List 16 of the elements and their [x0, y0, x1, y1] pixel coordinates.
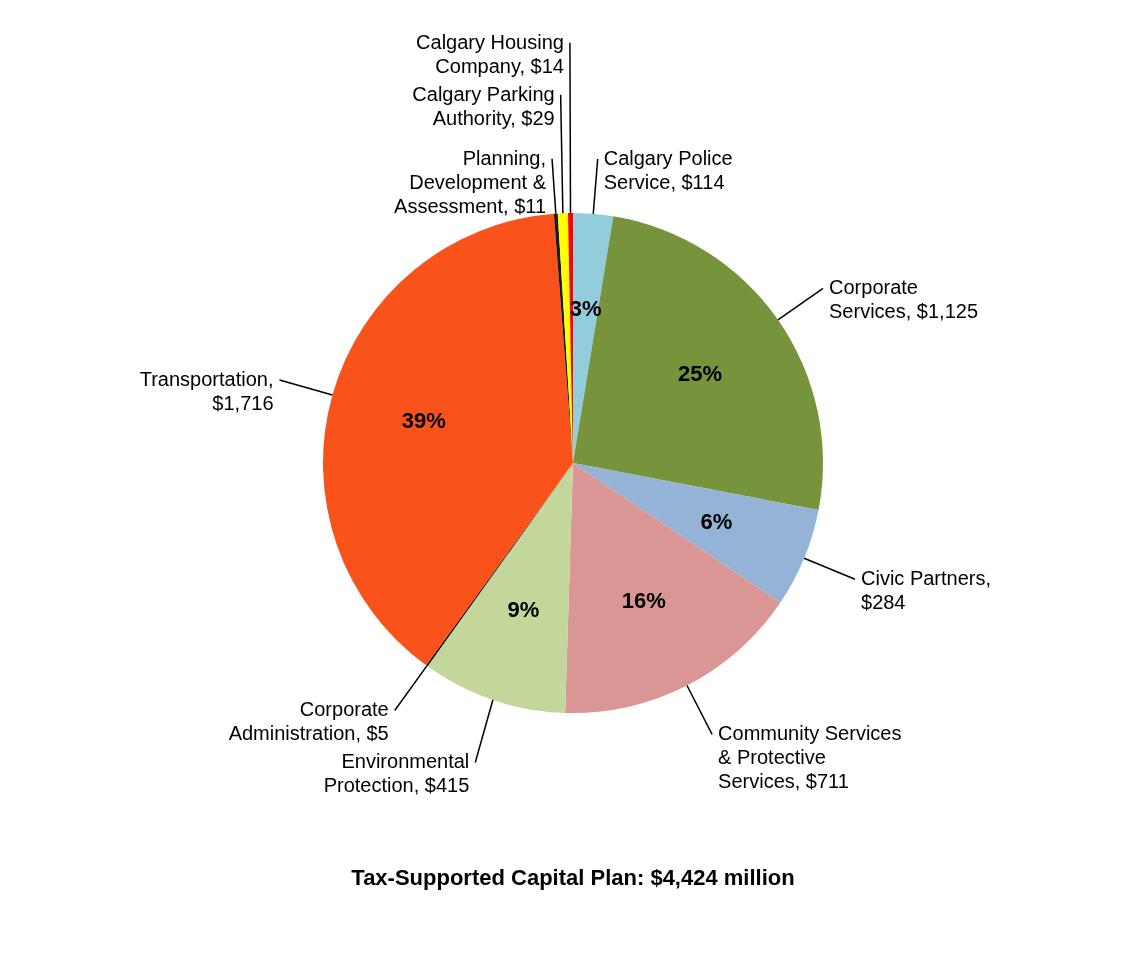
slice-label: Community Services & Protective Services, $711	[718, 722, 902, 793]
data-label: 25%	[678, 361, 723, 387]
data-label: 16%	[621, 587, 666, 613]
text: Tax-Supported Capital Plan: $4,424 million	[351, 865, 795, 890]
slice-label: Planning, Development & Assessment, $11	[394, 146, 547, 217]
slice-label: Environmental Protection, $415	[323, 750, 470, 797]
slice-label: Transportation, $1,716	[139, 368, 274, 415]
slice-label: Calgary Housing Company, $14	[416, 30, 564, 77]
data-label: 39%	[401, 407, 446, 433]
data-label: 9%	[507, 596, 540, 622]
data-label: 6%	[700, 509, 733, 535]
slice-label: Calgary Police Service, $114	[603, 147, 733, 193]
slice-label: Corporate Services, $1,125	[829, 276, 979, 323]
slice-label: Corporate Administration, $5	[228, 698, 389, 745]
slice-label: Civic Partners, $284	[861, 567, 992, 614]
slice-label: Calgary Parking Authority, $29	[412, 82, 555, 129]
